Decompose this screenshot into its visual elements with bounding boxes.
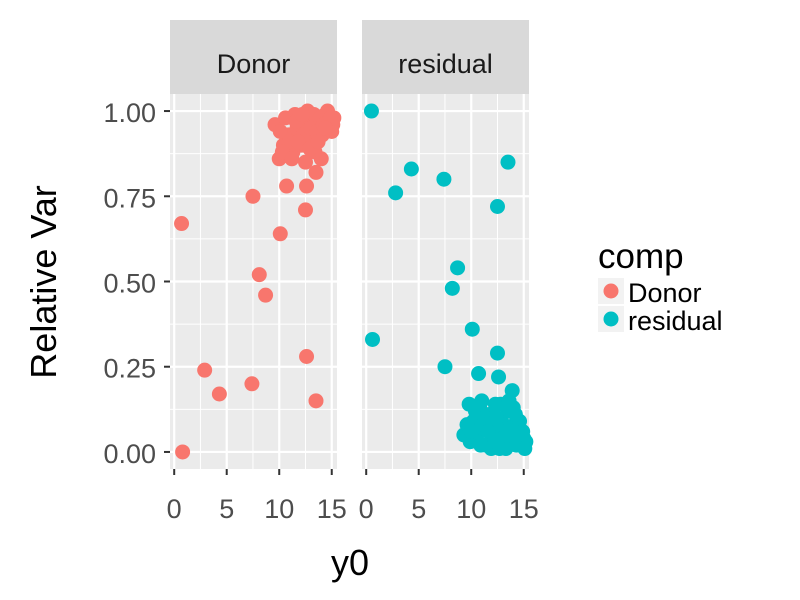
legend-label: Donor — [628, 278, 702, 308]
data-point — [272, 226, 288, 242]
data-point — [491, 369, 507, 385]
x-tick-label: 0 — [167, 494, 182, 524]
data-point — [464, 321, 480, 337]
data-point — [450, 260, 466, 276]
data-point — [436, 171, 452, 187]
data-point — [244, 376, 260, 392]
data-point — [517, 441, 533, 457]
data-point — [471, 366, 487, 382]
data-point — [197, 362, 213, 378]
panels-layer: 0.00 0.25 0.50 0.75 1.00 Donor 0 5 10 15 residual 0… — [103, 20, 539, 524]
x-tick-label: 0 — [359, 494, 374, 524]
data-point — [363, 103, 379, 119]
data-point — [403, 161, 419, 177]
legend-title: comp — [598, 237, 684, 276]
data-point — [488, 410, 504, 426]
x-tick-label: 15 — [317, 494, 347, 524]
data-point — [175, 444, 191, 460]
data-point — [308, 164, 324, 180]
data-point — [211, 386, 227, 402]
data-point — [492, 441, 508, 457]
data-point — [279, 178, 295, 194]
data-point — [299, 349, 315, 364]
x-tick-label: 15 — [509, 494, 539, 524]
data-point — [515, 424, 531, 439]
data-point — [297, 202, 313, 218]
y-tick-label: 1.00 — [103, 98, 156, 128]
y-tick-label: 0.00 — [103, 439, 156, 469]
data-point — [272, 124, 288, 139]
x-tick-label: 10 — [264, 494, 294, 524]
data-point — [480, 424, 496, 439]
data-point — [500, 154, 516, 170]
x-tick-label: 5 — [411, 494, 426, 524]
facet-strip — [170, 20, 337, 94]
data-point — [474, 393, 490, 409]
legend-key-point — [603, 311, 619, 327]
data-point — [294, 106, 310, 122]
data-point — [501, 393, 517, 409]
legend-key-point — [603, 283, 619, 299]
legend-label: residual — [628, 306, 723, 336]
data-point — [310, 134, 326, 150]
data-point — [317, 120, 333, 136]
data-point — [284, 151, 300, 167]
data-point — [489, 345, 505, 361]
y-tick-label: 0.50 — [103, 269, 156, 299]
y-tick-label: 0.25 — [103, 354, 156, 384]
data-point — [308, 393, 324, 409]
facet-strip — [362, 20, 529, 94]
data-point — [489, 199, 505, 214]
y-axis-title: Relative Var — [23, 185, 64, 378]
data-point — [463, 424, 479, 439]
data-point — [507, 406, 523, 422]
data-point — [444, 280, 460, 296]
data-point — [174, 216, 190, 232]
x-tick-label: 10 — [456, 494, 486, 524]
data-point — [245, 188, 261, 204]
data-point — [437, 359, 453, 375]
x-axis-title: y0 — [331, 542, 369, 583]
data-point — [258, 287, 274, 303]
facet-strip-label: Donor — [217, 49, 291, 79]
data-point — [251, 267, 267, 283]
data-point — [388, 185, 404, 201]
data-point — [299, 178, 315, 194]
data-point — [290, 134, 306, 150]
y-tick-label: 0.75 — [103, 183, 156, 213]
data-point — [365, 331, 381, 347]
x-tick-label: 5 — [219, 494, 234, 524]
facet-strip-label: residual — [398, 49, 493, 79]
data-point — [297, 154, 313, 170]
